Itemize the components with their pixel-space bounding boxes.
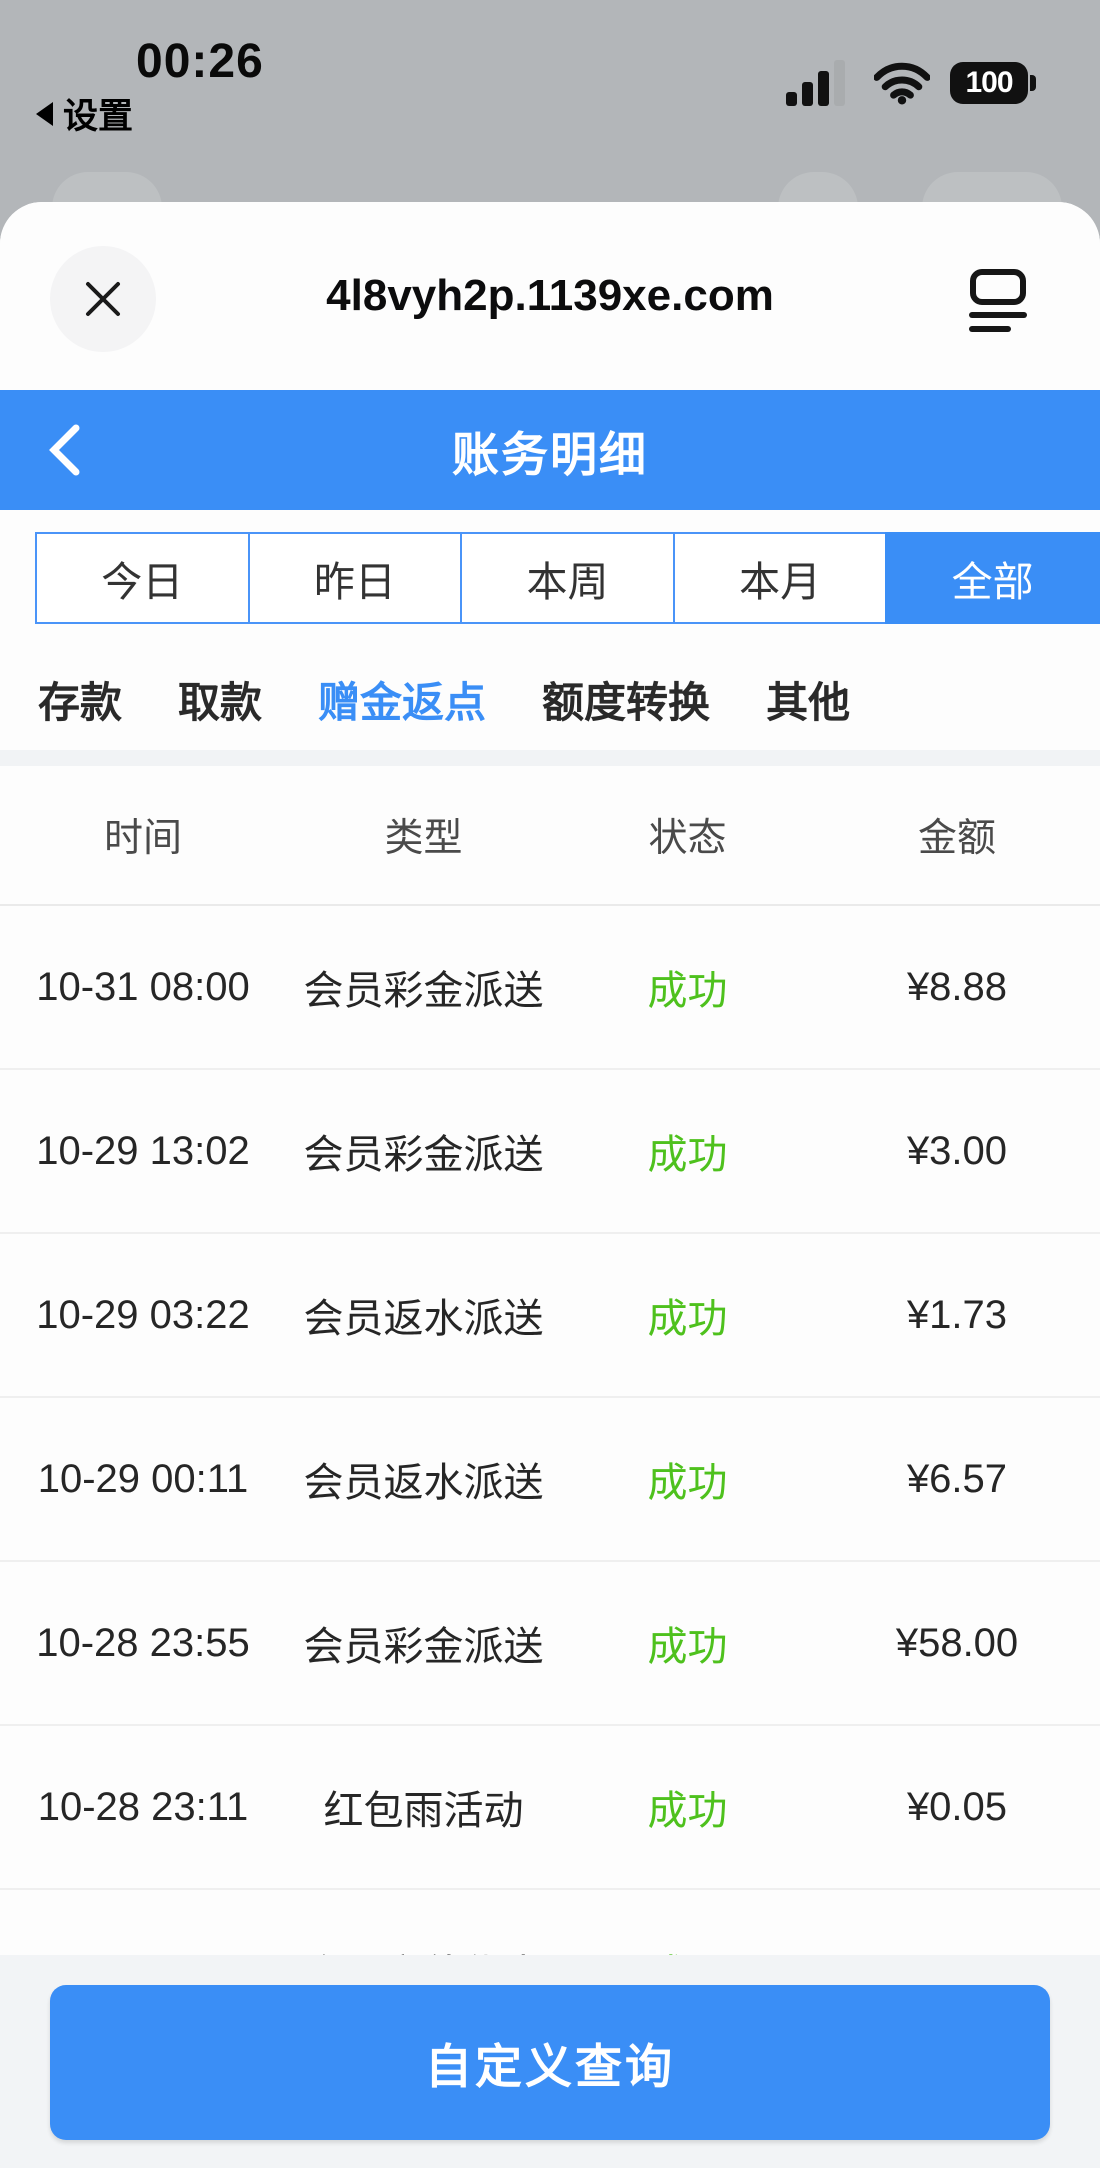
- pages-button[interactable]: [968, 268, 1028, 334]
- cell-type: 会员返水派送: [303, 1461, 544, 1505]
- page-title: 账务明细: [452, 427, 648, 481]
- cell-time: 10-28 23:11: [37, 1784, 249, 1829]
- date-tab-4[interactable]: 全部: [885, 532, 1100, 624]
- chevron-left-icon: [49, 424, 80, 476]
- table-header: 时间 类型 状态 金额: [0, 766, 1100, 906]
- table-row: 10-28 23:11 红包雨活动 成功 ¥0.05: [0, 1726, 1100, 1890]
- category-tab-1[interactable]: 取款: [178, 678, 263, 726]
- cell-type: 红包雨活动: [323, 1789, 524, 1833]
- battery-icon: 100: [950, 62, 1036, 104]
- browser-sheet: 4l8vyh2p.1139xe.com 账务明细 今日 昨日 本周 本月 全部 存款 取款…: [0, 202, 1100, 2168]
- cell-type: 会员彩金派送: [303, 1625, 544, 1669]
- cell-type: 会员彩金派送: [303, 1133, 544, 1177]
- battery-level: 100: [965, 66, 1013, 99]
- table-row: 10-28 23:55 会员彩金派送 成功 ¥58.00: [0, 1562, 1100, 1726]
- table-row: 10-29 00:11 会员返水派送 成功 ¥6.57: [0, 1398, 1100, 1562]
- cell-amount: ¥58.00: [895, 1620, 1019, 1665]
- nav-back-button[interactable]: [30, 390, 100, 510]
- page-navbar: 账务明细: [0, 390, 1100, 510]
- table-row: 10-29 03:22 会员返水派送 成功 ¥1.73: [0, 1234, 1100, 1398]
- cell-time: 10-29 03:22: [36, 1292, 250, 1337]
- category-tab-3[interactable]: 额度转换: [542, 678, 711, 726]
- pages-icon: [969, 269, 1027, 332]
- cell-status: 成功: [647, 1133, 728, 1177]
- browser-header: 4l8vyh2p.1139xe.com: [0, 202, 1100, 390]
- cell-type: 会员彩金派送: [303, 969, 544, 1013]
- date-tab-0[interactable]: 今日: [35, 532, 250, 624]
- column-header-2: 状态: [648, 817, 727, 860]
- cell-time: 10-29 00:11: [37, 1456, 249, 1501]
- close-icon: [86, 282, 120, 316]
- column-header-0: 时间: [103, 817, 182, 860]
- date-tab-3[interactable]: 本月: [672, 532, 888, 624]
- column-header-3: 金额: [917, 817, 996, 860]
- date-tab-1[interactable]: 昨日: [247, 532, 463, 624]
- table-row: 10-31 08:00 会员彩金派送 成功 ¥8.88: [0, 906, 1100, 1070]
- close-button[interactable]: [50, 246, 156, 352]
- address-bar-url[interactable]: 4l8vyh2p.1139xe.com: [326, 271, 774, 320]
- cell-type: 会员返水派送: [303, 1297, 544, 1341]
- cell-amount: ¥1.73: [906, 1292, 1008, 1337]
- back-triangle-icon: [36, 101, 53, 126]
- category-filter-row: 存款 取款 赠金返点 额度转换 其他: [0, 624, 1100, 750]
- footer-bar: 自定义查询: [0, 1955, 1100, 2168]
- cell-amount: ¥8.88: [906, 964, 1008, 1009]
- back-to-app-label: 设置: [63, 97, 134, 136]
- cell-amount: ¥3.00: [906, 1128, 1008, 1173]
- cell-time: 10-31 08:00: [36, 964, 250, 1009]
- category-tab-0[interactable]: 存款: [38, 678, 123, 726]
- cell-time: 10-29 13:02: [36, 1128, 250, 1173]
- cell-status: 成功: [647, 1461, 728, 1505]
- column-header-1: 类型: [384, 817, 463, 860]
- transactions-table: 10-31 08:00 会员彩金派送 成功 ¥8.88 10-29 13:02 会员彩金派…: [0, 906, 1100, 2054]
- date-range-tabs: 今日 昨日 本周 本月 全部: [35, 532, 1100, 624]
- category-tab-4[interactable]: 其他: [766, 678, 851, 726]
- wifi-icon: [874, 62, 930, 105]
- cell-status: 成功: [647, 1297, 728, 1341]
- cell-time: 10-28 23:55: [36, 1620, 250, 1665]
- status-bar-icons: 100: [786, 60, 1036, 106]
- cell-status: 成功: [647, 1625, 728, 1669]
- category-tab-2[interactable]: 赠金返点: [318, 678, 487, 726]
- cell-status: 成功: [647, 1789, 728, 1833]
- cell-amount: ¥0.05: [906, 1784, 1008, 1829]
- back-to-settings-link[interactable]: 设置: [36, 88, 133, 139]
- table-row: 10-29 13:02 会员彩金派送 成功 ¥3.00: [0, 1070, 1100, 1234]
- custom-query-button[interactable]: 自定义查询: [50, 1985, 1050, 2140]
- cell-amount: ¥6.57: [906, 1456, 1008, 1501]
- cell-status: 成功: [647, 969, 728, 1013]
- section-divider: [0, 750, 1100, 766]
- date-tab-2[interactable]: 本周: [460, 532, 675, 624]
- cellular-signal-icon: [786, 60, 845, 106]
- status-bar-time: 00:26: [136, 35, 264, 88]
